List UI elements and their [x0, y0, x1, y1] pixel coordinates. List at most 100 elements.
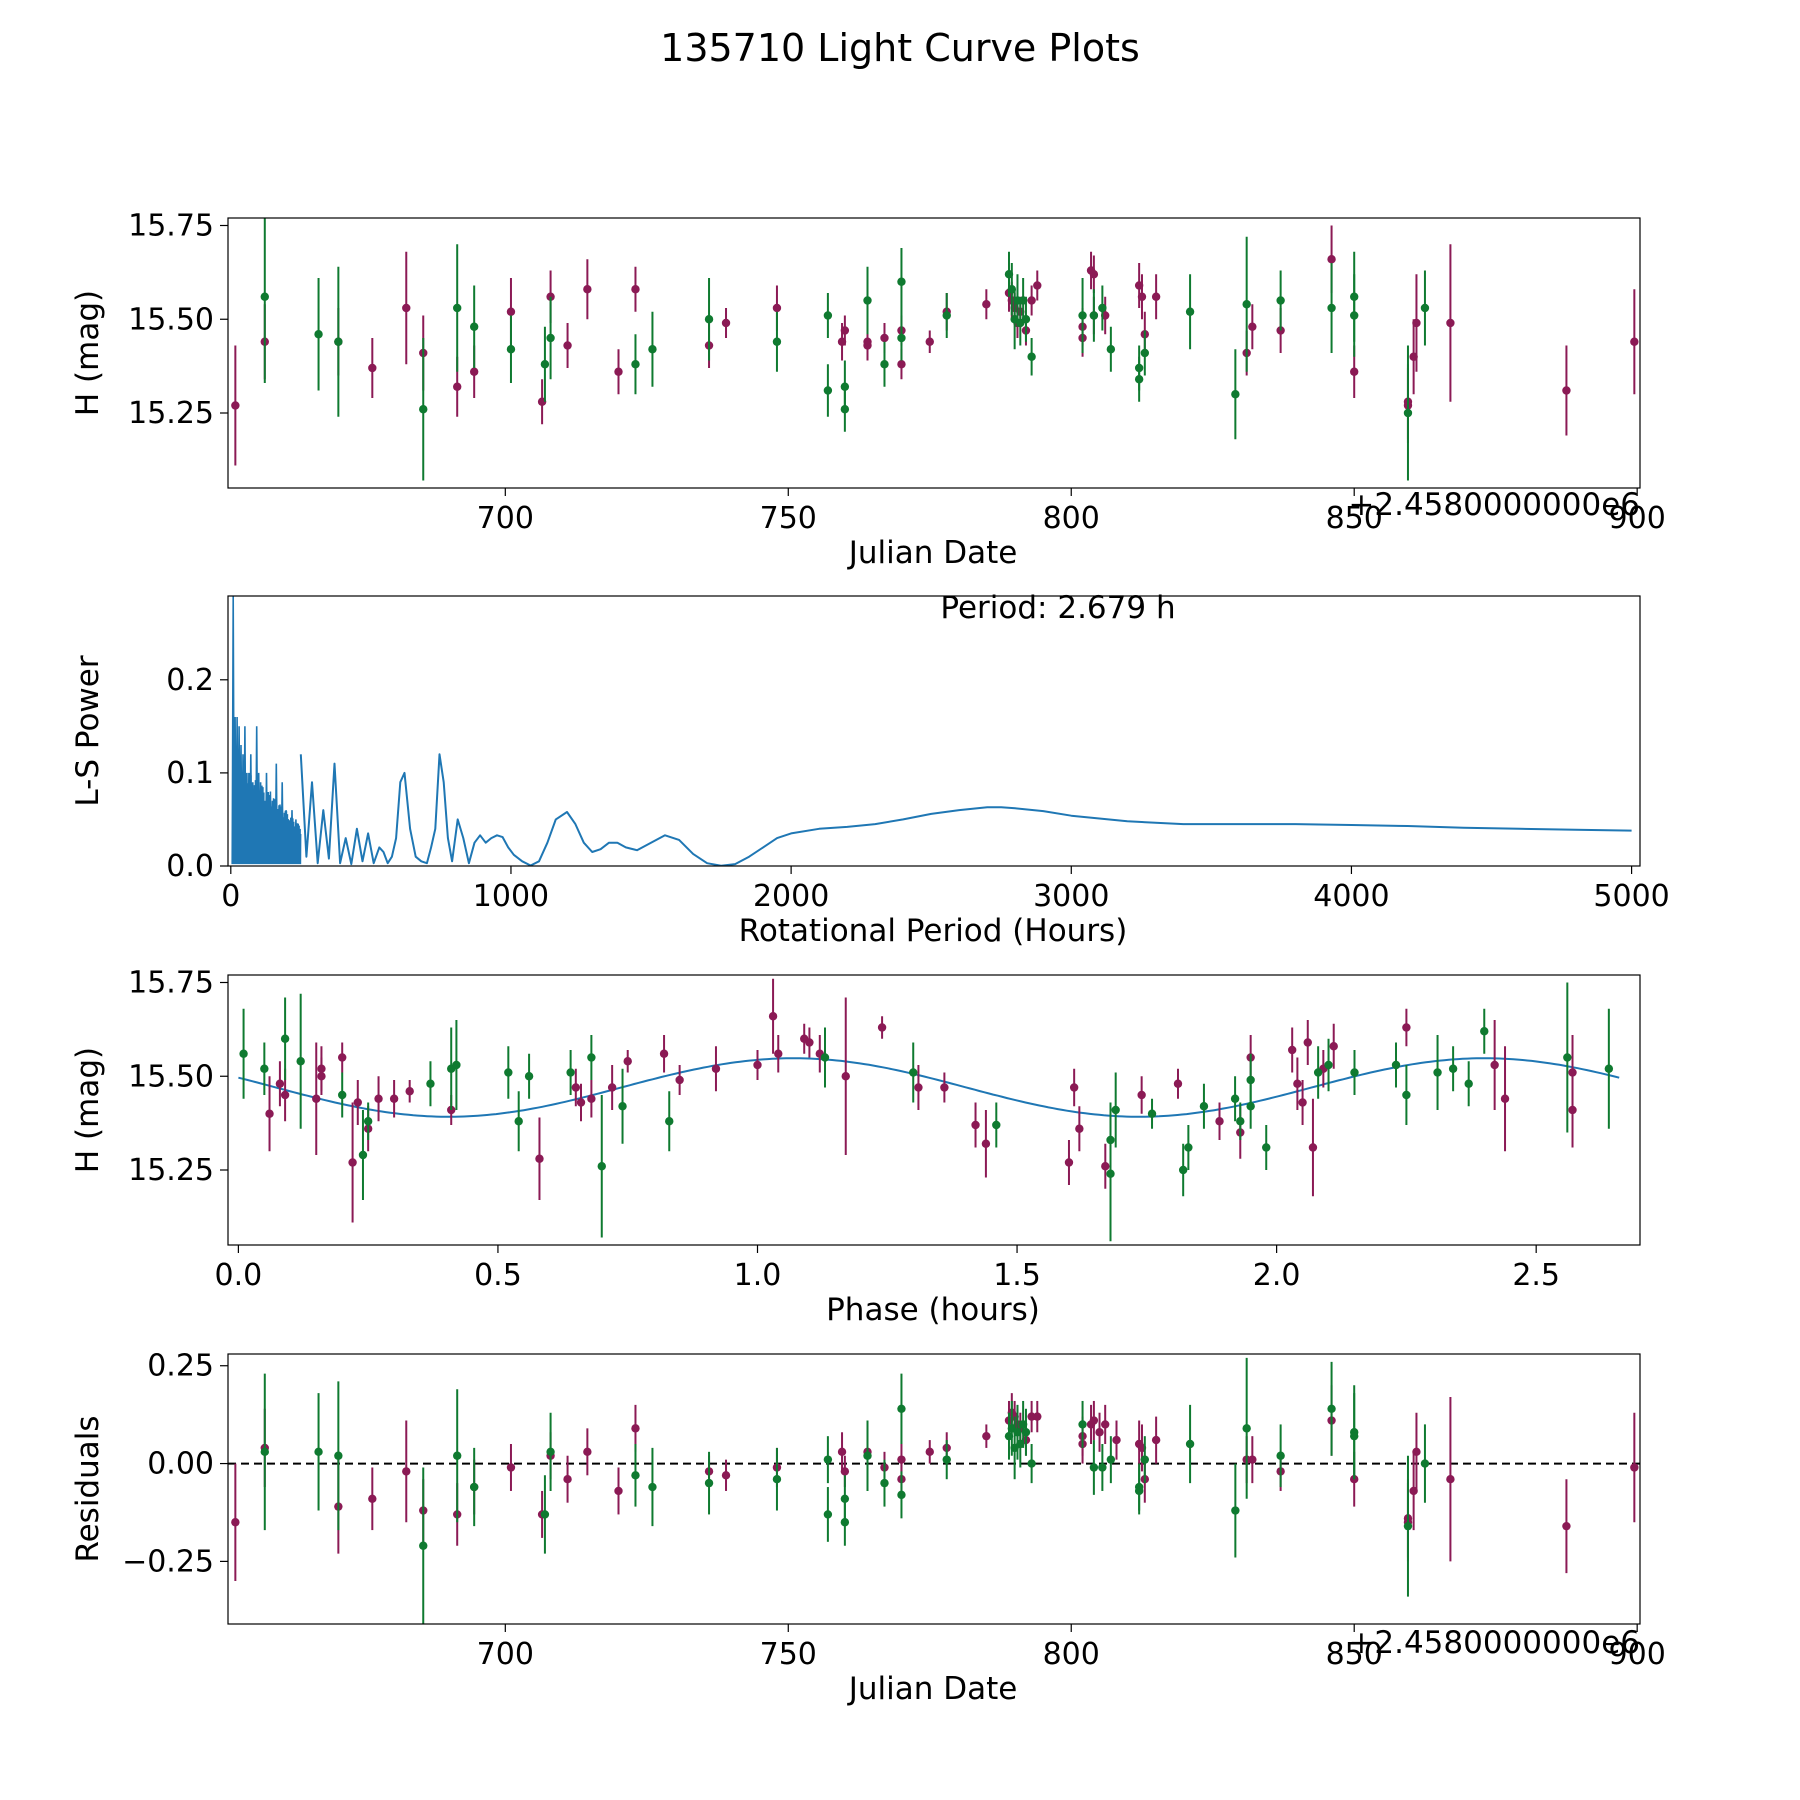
- series-green: [239, 982, 1614, 1242]
- data-point: [631, 1424, 640, 1433]
- data-point: [338, 1053, 347, 1062]
- data-point: [1101, 1162, 1110, 1171]
- data-point: [1242, 300, 1251, 309]
- y-tick-label: −0.25: [122, 1544, 214, 1579]
- data-point: [982, 300, 991, 309]
- data-point: [614, 367, 623, 376]
- data-point: [1185, 1439, 1195, 1449]
- data-point: [524, 1072, 534, 1081]
- data-point: [1248, 1455, 1257, 1464]
- data-point: [1350, 1431, 1359, 1441]
- data-point: [631, 360, 640, 369]
- data-point: [1262, 1143, 1271, 1152]
- data-point: [631, 1471, 640, 1480]
- data-point: [426, 1079, 435, 1088]
- axes-frame: [227, 974, 1641, 1246]
- data-point: [675, 1075, 684, 1085]
- data-point: [1490, 1060, 1499, 1070]
- data-point: [1021, 1428, 1031, 1437]
- data-point: [265, 1109, 274, 1118]
- data-point: [1350, 1475, 1359, 1484]
- data-point: [260, 1064, 269, 1073]
- y-tick-label: 15.75: [128, 966, 214, 1001]
- data-point: [1033, 281, 1042, 290]
- data-point: [1199, 1102, 1209, 1111]
- data-point: [863, 296, 872, 305]
- data-point: [1078, 311, 1087, 320]
- x-axis-label: Julian Date: [847, 535, 1018, 571]
- data-point: [1242, 1424, 1251, 1433]
- data-point: [1303, 1038, 1312, 1047]
- data-point: [1140, 348, 1150, 358]
- data-point: [774, 1049, 783, 1058]
- data-point: [334, 337, 343, 346]
- data-point: [1464, 1079, 1473, 1088]
- data-point: [314, 330, 323, 339]
- data-point: [1184, 1143, 1193, 1152]
- data-point: [1500, 1094, 1510, 1103]
- data-point: [704, 315, 714, 324]
- y-tick-label: 15.50: [128, 1059, 214, 1094]
- series-green: [260, 218, 1430, 481]
- data-point: [877, 1023, 887, 1032]
- data-point: [1420, 303, 1430, 313]
- data-point: [840, 1494, 850, 1503]
- data-point: [1178, 1165, 1188, 1175]
- series-maroon: [265, 978, 1577, 1223]
- x-tick-label: 750: [760, 501, 817, 536]
- data-point: [506, 345, 516, 354]
- data-point: [1089, 311, 1099, 320]
- data-point: [540, 360, 550, 369]
- data-point: [1568, 1068, 1577, 1077]
- data-point: [1327, 303, 1336, 313]
- data-point: [260, 292, 269, 301]
- data-point: [1027, 1459, 1036, 1468]
- data-point: [1027, 352, 1036, 361]
- data-point: [1327, 255, 1336, 264]
- data-point: [535, 1154, 544, 1163]
- x-offset-label: +2.4580000000e6: [1348, 487, 1640, 523]
- data-point: [231, 1518, 240, 1527]
- data-point: [940, 1083, 949, 1092]
- data-point: [1448, 1064, 1458, 1073]
- data-point: [1403, 1521, 1413, 1531]
- data-point: [1446, 318, 1455, 328]
- plot-area: [238, 978, 1620, 1242]
- data-point: [1064, 1158, 1074, 1167]
- data-point: [1329, 1042, 1338, 1051]
- data-point: [753, 1060, 762, 1070]
- data-point: [453, 303, 462, 313]
- data-point: [1562, 386, 1571, 395]
- data-point: [275, 1079, 285, 1088]
- data-point: [389, 1094, 399, 1103]
- data-point: [659, 1049, 669, 1058]
- data-point: [1112, 1435, 1121, 1445]
- x-tick-label: 850: [1326, 1637, 1383, 1672]
- data-point: [419, 1541, 428, 1550]
- data-point: [368, 363, 377, 373]
- x-axis-label: Rotational Period (Hours): [739, 913, 1128, 949]
- data-point: [1446, 1475, 1455, 1484]
- data-point: [312, 1094, 321, 1103]
- data-point: [1327, 1404, 1336, 1413]
- data-point: [587, 1053, 596, 1062]
- data-point: [419, 405, 428, 414]
- data-point: [1147, 1109, 1157, 1118]
- data-point: [1246, 1102, 1255, 1111]
- data-point: [837, 1447, 847, 1457]
- data-point: [1106, 345, 1116, 354]
- data-point: [469, 1482, 479, 1492]
- data-point: [1350, 1068, 1359, 1077]
- data-point: [1230, 1094, 1240, 1103]
- data-point: [280, 1090, 290, 1100]
- x-tick-label: 800: [1043, 1637, 1100, 1672]
- data-point: [840, 1518, 850, 1527]
- data-point: [1033, 1412, 1042, 1421]
- data-point: [402, 303, 411, 313]
- data-point: [1075, 1124, 1084, 1133]
- x-tick-label: 2000: [753, 879, 829, 914]
- data-point: [823, 311, 833, 320]
- data-point: [1402, 1090, 1411, 1100]
- data-point: [469, 322, 479, 331]
- data-point: [1021, 315, 1031, 324]
